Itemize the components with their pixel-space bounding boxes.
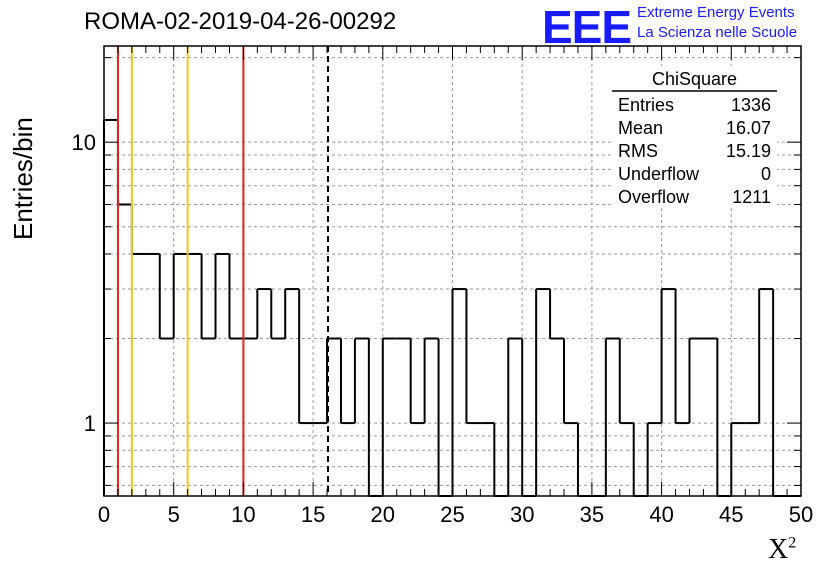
x-tick-label: 40 [649, 502, 673, 527]
logo-caption-line1: Extreme Energy Events [637, 4, 795, 21]
stats-row-value: 1211 [732, 187, 771, 207]
x-tick-label: 35 [580, 502, 604, 527]
stats-row-value: 15.19 [726, 141, 771, 161]
y-tick-label: 1 [84, 411, 96, 436]
eee-logo: EEE [542, 1, 632, 53]
stats-box-title: ChiSquare [652, 69, 737, 89]
logo-caption-line2: La Scienza nelle Scuole [637, 24, 798, 41]
x-axis-label: X2 [768, 534, 797, 565]
x-tick-label: 25 [440, 502, 464, 527]
stats-row-label: Mean [618, 118, 663, 138]
stats-box [612, 66, 777, 208]
stats-row-label: Overflow [618, 187, 690, 207]
x-tick-label: 50 [789, 502, 813, 527]
x-tick-label: 20 [371, 502, 395, 527]
x-tick-label: 0 [98, 502, 110, 527]
y-tick-label: 10 [72, 130, 96, 155]
chart-title: ROMA-02-2019-04-26-00292 [84, 8, 397, 35]
x-tick-label: 10 [231, 502, 255, 527]
x-tick-label: 45 [719, 502, 743, 527]
stats-row-label: Underflow [618, 164, 700, 184]
stats-row-label: RMS [618, 141, 658, 161]
stats-row-value: 1336 [731, 95, 771, 115]
stats-row-value: 16.07 [726, 118, 771, 138]
stats-row-value: 0 [761, 164, 771, 184]
x-tick-label: 5 [168, 502, 180, 527]
x-tick-label: 15 [301, 502, 325, 527]
x-tick-label: 30 [510, 502, 534, 527]
stats-row-label: Entries [618, 95, 674, 115]
